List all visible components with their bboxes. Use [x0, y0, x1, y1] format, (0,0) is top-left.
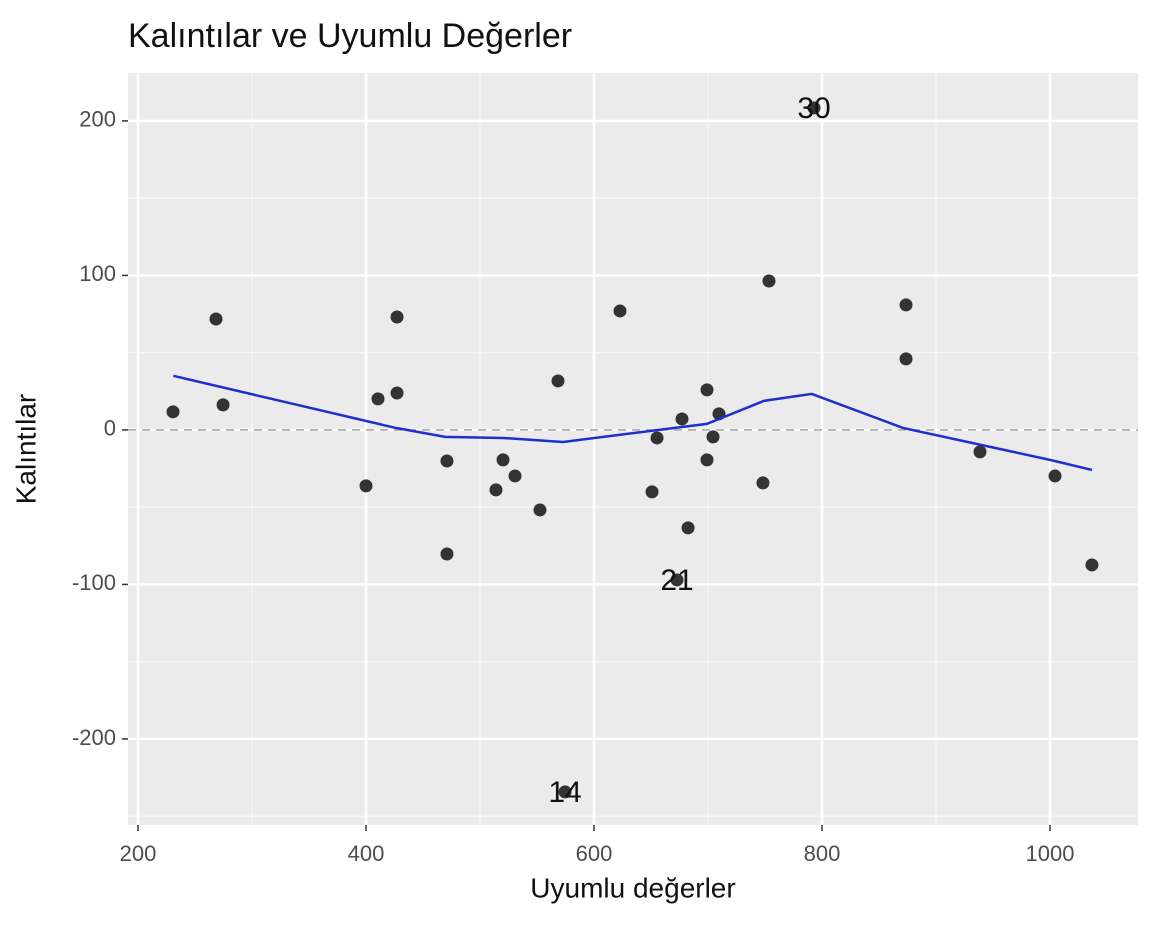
point	[700, 453, 714, 467]
point	[371, 392, 385, 406]
point-label: 14	[548, 776, 581, 809]
point	[551, 374, 565, 388]
point	[209, 312, 223, 326]
point-label: 30	[797, 92, 830, 125]
point	[1048, 469, 1062, 483]
y-tick-label: -100	[72, 570, 116, 595]
point	[496, 453, 510, 467]
point	[899, 352, 913, 366]
point	[675, 412, 689, 426]
point	[762, 274, 776, 288]
point	[558, 785, 572, 799]
x-tick-label: 600	[576, 841, 613, 866]
point	[1085, 558, 1099, 572]
x-axis-title: Uyumlu değerler	[530, 872, 735, 903]
y-axis-title: Kalıntılar	[10, 394, 41, 505]
point	[899, 298, 913, 312]
point	[807, 101, 821, 115]
point	[681, 521, 695, 535]
point	[973, 445, 987, 459]
point	[359, 479, 373, 493]
point	[390, 310, 404, 324]
smooth-line	[173, 374, 1093, 472]
x-tick-label: 400	[348, 841, 385, 866]
point	[216, 398, 230, 412]
point	[533, 503, 547, 517]
point	[166, 405, 180, 419]
point	[440, 547, 454, 561]
point	[390, 386, 404, 400]
y-tick-label: 0	[104, 416, 116, 441]
point	[508, 469, 522, 483]
point	[670, 573, 684, 587]
point	[440, 454, 454, 468]
x-tick-label: 1000	[1026, 841, 1075, 866]
chart-title: Kalıntılar ve Uyumlu Değerler	[128, 17, 572, 55]
point	[489, 483, 503, 497]
point	[706, 430, 720, 444]
y-tick-label: -200	[72, 725, 116, 750]
point	[650, 431, 664, 445]
y-tick-label: 100	[79, 261, 116, 286]
point	[645, 485, 659, 499]
point-label: 21	[660, 564, 693, 597]
point	[613, 304, 627, 318]
plot-panel	[128, 73, 1138, 825]
y-tick-label: 200	[79, 107, 116, 132]
point	[756, 476, 770, 490]
x-tick-label: 800	[804, 841, 841, 866]
point	[700, 383, 714, 397]
x-tick-label: 200	[120, 841, 157, 866]
